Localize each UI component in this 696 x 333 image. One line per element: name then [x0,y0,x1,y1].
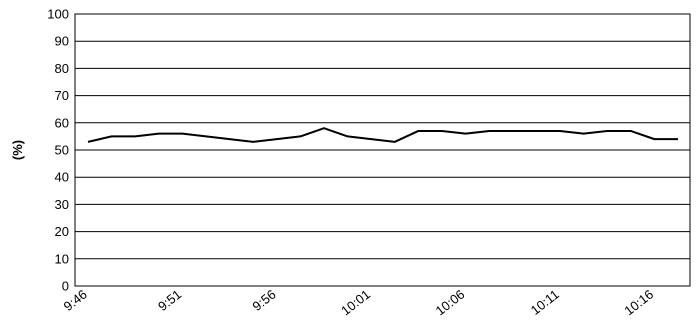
y-tick-label: 90 [55,34,69,49]
x-tick-label: 10:06 [433,287,468,319]
y-tick-label: 10 [55,251,69,266]
plot-frame [74,13,691,287]
data-line [87,127,678,143]
y-tick-label: 80 [55,61,69,76]
x-tick-label: 9:51 [155,287,184,314]
y-tick-label: 70 [55,88,69,103]
y-tick-label: 0 [62,279,69,294]
x-tick-label: 10:11 [528,287,562,318]
y-tick-label: 50 [55,143,69,158]
y-tick-label: 40 [55,170,69,185]
x-tick-label: 10:16 [621,287,656,319]
x-tick-label: 9:56 [249,287,278,314]
y-axis-label: (%) [10,140,25,160]
y-tick-label: 100 [47,7,69,22]
y-tick-label: 60 [55,115,69,130]
x-tick-label: 10:01 [338,287,373,319]
y-tick-label: 20 [55,224,69,239]
y-tick-label: 30 [55,197,69,212]
